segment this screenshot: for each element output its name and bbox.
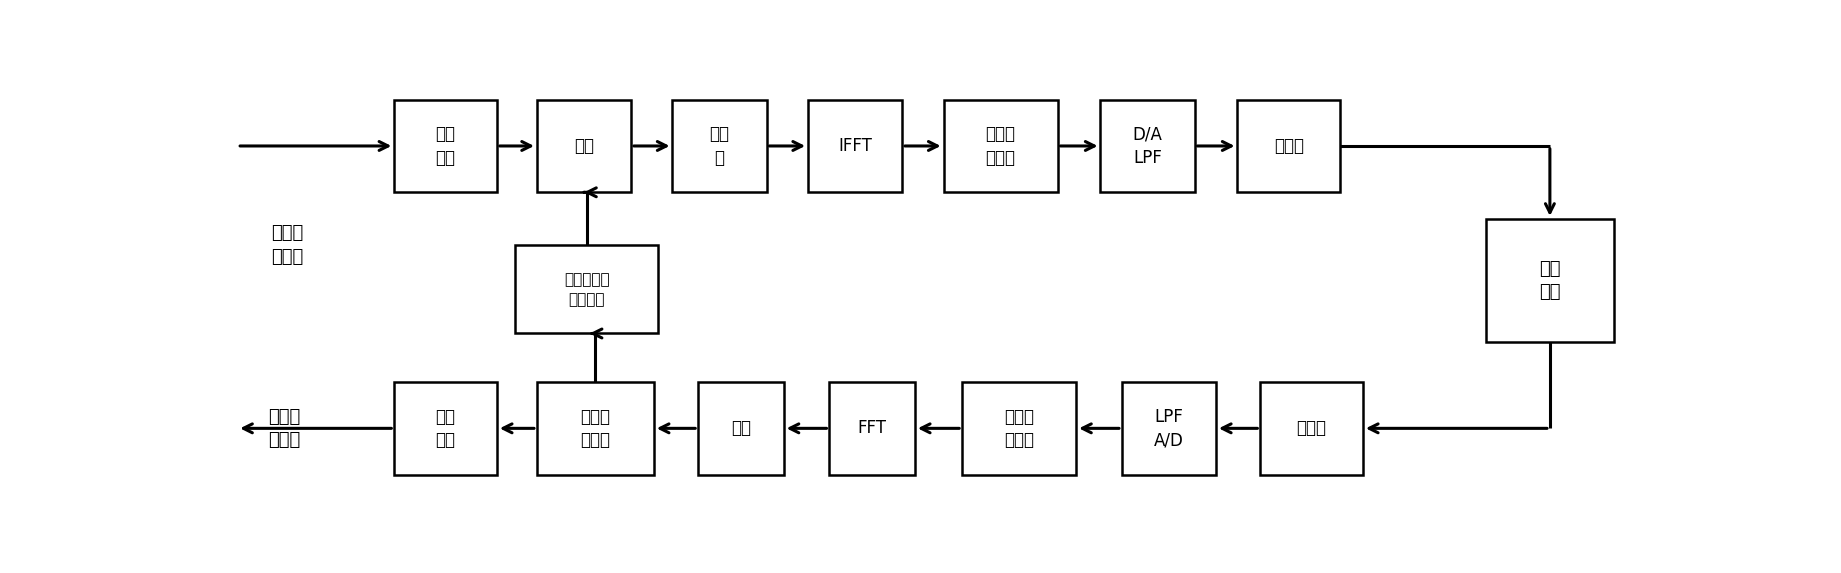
Bar <box>808 100 902 193</box>
Text: D/A
LPF: D/A LPF <box>1132 125 1162 167</box>
Text: 并串
转换: 并串 转换 <box>436 407 455 449</box>
Text: 插入保
护前缀: 插入保 护前缀 <box>985 125 1016 167</box>
Text: 无线
信道: 无线 信道 <box>1539 260 1561 301</box>
Bar <box>828 382 915 474</box>
Bar <box>394 100 497 193</box>
Bar <box>1237 100 1340 193</box>
Bar <box>1261 382 1362 474</box>
Text: 滤波: 滤波 <box>731 419 751 437</box>
Text: 上变频: 上变频 <box>1274 137 1303 155</box>
Bar <box>963 382 1077 474</box>
Text: IFFT: IFFT <box>838 137 873 155</box>
Bar <box>394 382 497 474</box>
Text: 解调信
道估计: 解调信 道估计 <box>580 407 611 449</box>
Text: 自适应功率
分配算法: 自适应功率 分配算法 <box>563 272 609 307</box>
Text: 调制: 调制 <box>574 137 595 155</box>
Bar <box>1121 382 1217 474</box>
Text: FFT: FFT <box>858 419 887 437</box>
Bar <box>538 382 654 474</box>
Text: LPF
A/D: LPF A/D <box>1154 407 1184 449</box>
Text: 预编
码: 预编 码 <box>709 125 729 167</box>
Bar <box>672 100 766 193</box>
Text: 串行输
入信号: 串行输 入信号 <box>271 225 304 266</box>
Text: 串并
转换: 串并 转换 <box>436 125 455 167</box>
Bar <box>1101 100 1195 193</box>
Text: 串行输
出信号: 串行输 出信号 <box>269 407 300 449</box>
Bar <box>1486 219 1615 342</box>
Bar <box>515 245 659 333</box>
Text: 下变频: 下变频 <box>1296 419 1327 437</box>
Bar <box>698 382 784 474</box>
Bar <box>538 100 631 193</box>
Bar <box>943 100 1057 193</box>
Text: 去除保
护前缀: 去除保 护前缀 <box>1003 407 1035 449</box>
